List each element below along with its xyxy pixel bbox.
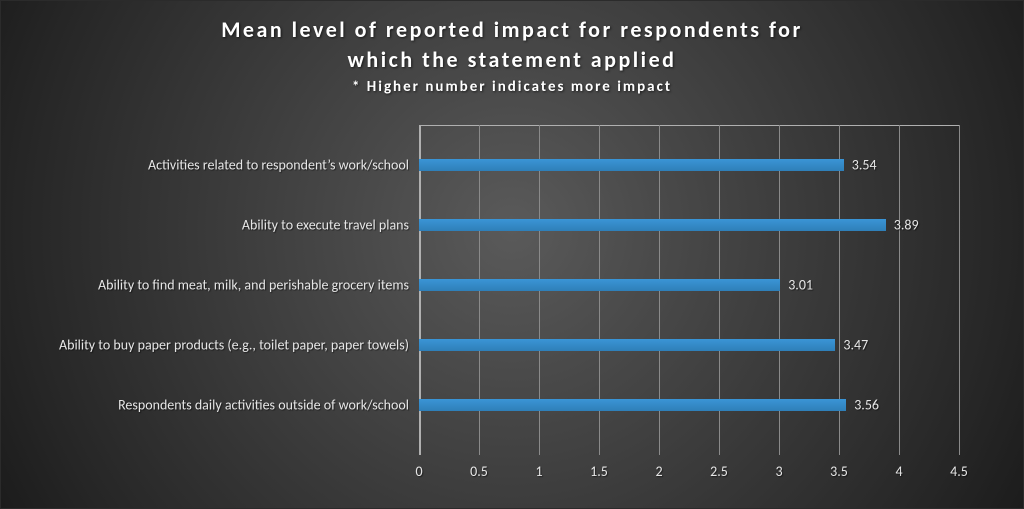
x-tick-label: 4: [895, 455, 902, 480]
x-tick-label: 1: [535, 455, 542, 480]
x-tick-label: 3.5: [830, 455, 848, 480]
gridline: [959, 125, 960, 455]
bar-category-label: Ability to buy paper products (e.g., toi…: [59, 337, 419, 354]
bar-category-label: Ability to find meat, milk, and perishab…: [98, 277, 419, 294]
bar: [419, 279, 780, 291]
bar-category-label: Respondents daily activities outside of …: [118, 397, 419, 414]
bar-category-label: Ability to execute travel plans: [242, 217, 419, 234]
bar-value-label: 3.54: [844, 157, 877, 174]
bar-row: Ability to buy paper products (e.g., toi…: [419, 339, 959, 351]
chart-title-line2: which the statement applied: [348, 46, 677, 73]
chart-subtitle: * Higher number indicates more impact: [1, 78, 1023, 96]
x-tick-label: 3: [775, 455, 782, 480]
chart-container: Mean level of reported impact for respon…: [0, 0, 1024, 509]
x-tick-label: 0.5: [470, 455, 488, 480]
x-tick-label: 2.5: [710, 455, 728, 480]
x-tick-label: 2: [655, 455, 662, 480]
bar-value-label: 3.01: [780, 277, 813, 294]
bar-value-label: 3.89: [886, 217, 919, 234]
chart-title-line1: Mean level of reported impact for respon…: [221, 16, 803, 43]
bar-value-label: 3.56: [846, 397, 879, 414]
x-tick-label: 4.5: [950, 455, 968, 480]
x-axis-top-line: [419, 125, 959, 126]
bar-row: Ability to execute travel plans3.89: [419, 219, 959, 231]
x-tick-label: 1.5: [590, 455, 608, 480]
bar: [419, 219, 886, 231]
bar-category-label: Activities related to respondent’s work/…: [148, 157, 419, 174]
plot-area: 00.511.522.533.544.5Activities related t…: [419, 125, 959, 455]
chart-title: Mean level of reported impact for respon…: [1, 1, 1023, 74]
bar: [419, 159, 844, 171]
bar: [419, 339, 835, 351]
bar: [419, 399, 846, 411]
x-tick-label: 0: [415, 455, 422, 480]
bar-row: Activities related to respondent’s work/…: [419, 159, 959, 171]
bar-row: Ability to find meat, milk, and perishab…: [419, 279, 959, 291]
bar-row: Respondents daily activities outside of …: [419, 399, 959, 411]
bar-value-label: 3.47: [835, 337, 868, 354]
